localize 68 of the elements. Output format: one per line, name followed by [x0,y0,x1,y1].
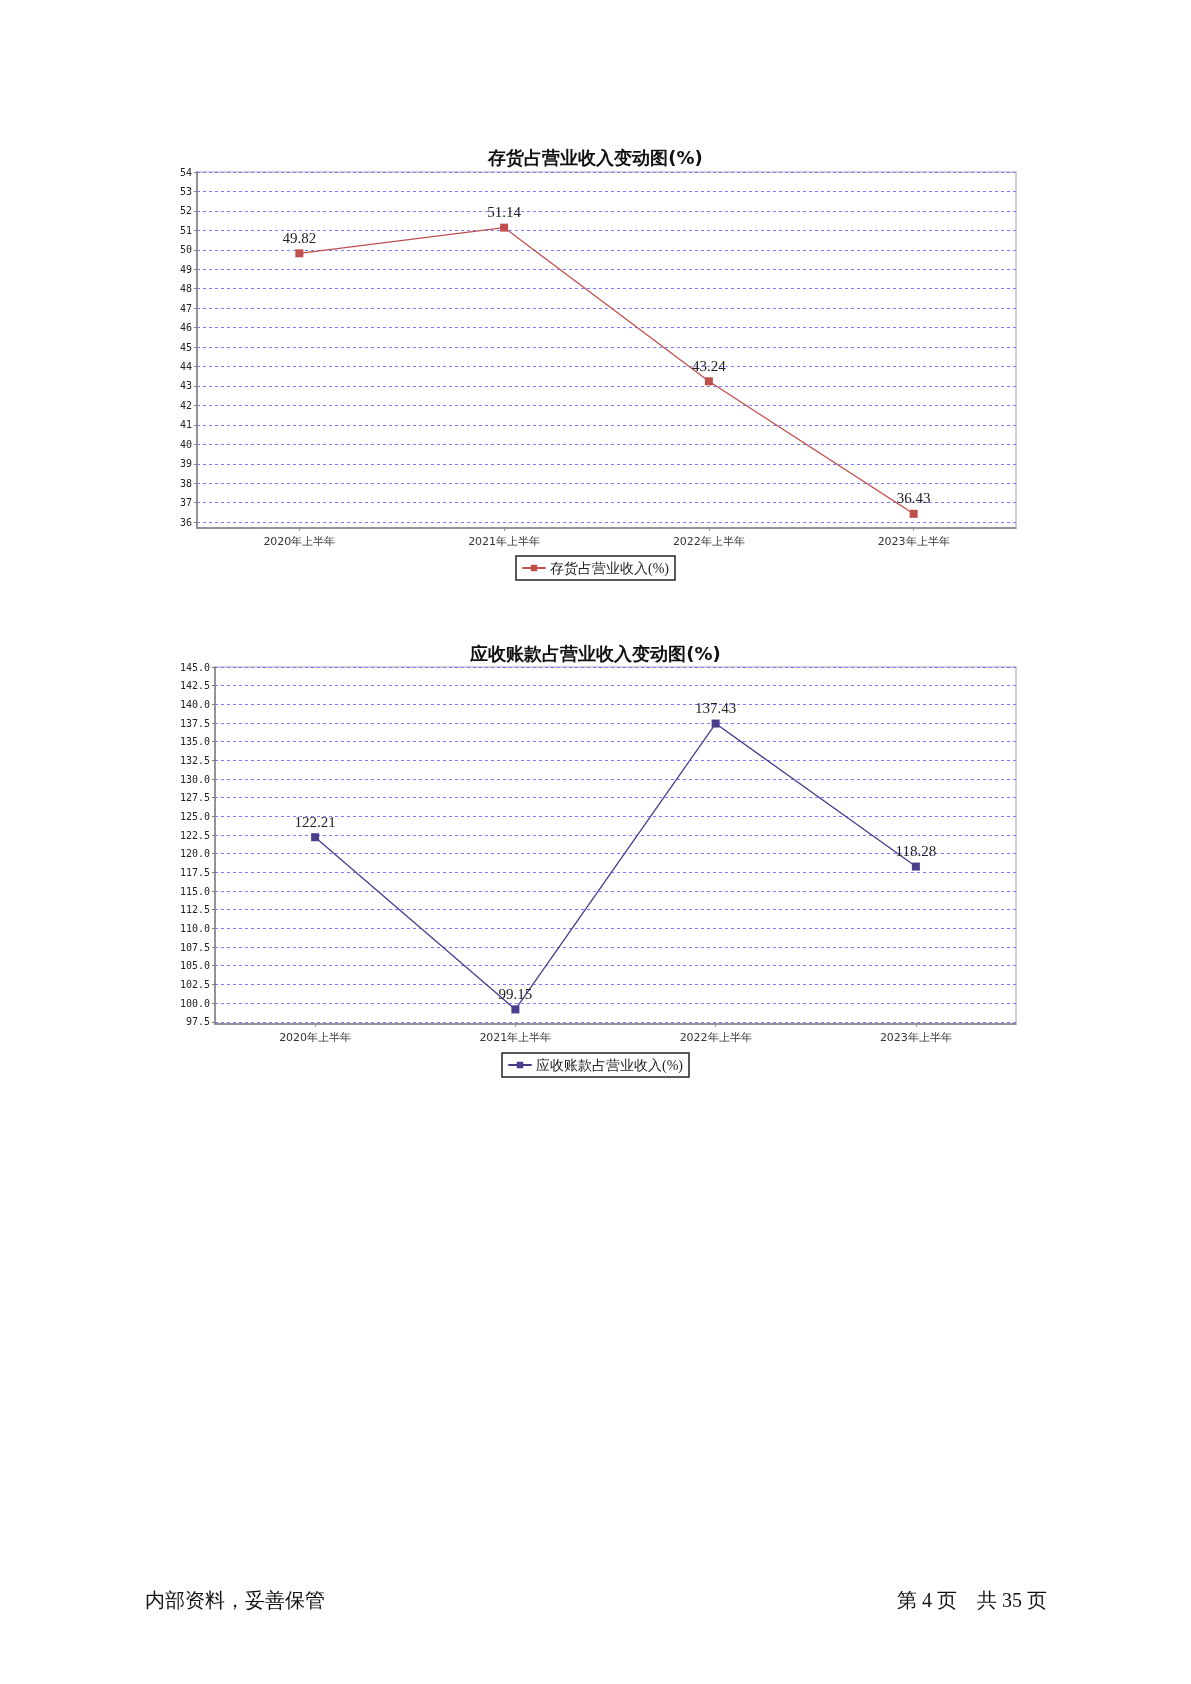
y-tick-label: 47 [179,302,192,314]
y-tick-label: 125.0 [179,810,210,822]
point [511,1005,520,1014]
point [711,719,720,728]
y-tick-label: 44 [179,361,192,373]
point [911,862,920,871]
y-tick-label: 51 [179,224,192,236]
y-tick-label: 135.0 [179,736,210,748]
y-tick-label: 105.0 [179,960,210,972]
y-tick-label: 53 [179,185,192,197]
y-tick-label: 130.0 [179,773,210,785]
y-tick-label: 49 [179,263,192,275]
y-tick-label: 137.5 [179,717,210,729]
data-label: 137.43 [695,700,737,717]
y-tick-label: 142.5 [179,680,210,692]
legend-label: 存货占营业收入(%) [550,560,670,577]
point [295,249,304,258]
text: 第 4 页 共 35 页 [897,1588,1047,1613]
point [909,509,918,518]
y-tick-label: 36 [179,516,192,528]
y-tick-label: 46 [179,322,192,334]
y-tick-label: 120.0 [179,848,210,860]
data-label: 122.21 [294,813,336,830]
point [704,377,713,386]
y-tick-label: 112.5 [179,904,210,916]
data-label: 51.14 [487,204,522,221]
x-tick-label: 2023年上半年 [877,535,950,548]
y-tick-label: 107.5 [179,941,210,953]
y-tick-label: 140.0 [179,698,210,710]
legend-label: 应收账款占营业收入(%) [536,1057,684,1074]
y-tick-label: 100.0 [179,997,210,1009]
y-tick-label: 132.5 [179,754,210,766]
x-tick-label: 2020年上半年 [279,1031,352,1044]
chart-title: 存货占营业收入变动图(%) [487,146,703,168]
y-tick-label: 52 [179,205,192,217]
point [311,833,320,842]
y-tick-label: 37 [179,497,192,509]
y-tick-label: 54 [179,166,192,178]
y-tick-label: 45 [179,341,192,353]
y-tick-label: 48 [179,283,192,295]
y-tick-label: 145.0 [179,661,210,673]
y-tick-label: 117.5 [179,866,210,878]
y-tick-label: 110.0 [179,922,210,934]
point [500,223,509,232]
y-tick-label: 40 [179,438,192,450]
data-label: 49.82 [282,229,317,246]
y-tick-label: 43 [179,380,192,392]
x-tick-label: 2020年上半年 [263,535,336,548]
y-tick-label: 97.5 [185,1016,210,1028]
y-tick-label: 102.5 [179,978,210,990]
chart-title: 应收账款占营业收入变动图(%) [469,642,721,664]
data-label: 118.28 [895,843,937,860]
y-tick-label: 122.5 [179,829,210,841]
text: 内部资料，妥善保管 [145,1588,325,1613]
x-tick-label: 2023年上半年 [879,1031,952,1044]
y-tick-label: 38 [179,477,192,489]
x-tick-label: 2022年上半年 [672,535,745,548]
y-tick-label: 42 [179,399,192,411]
y-tick-label: 39 [179,458,192,470]
y-tick-label: 41 [179,419,192,431]
y-tick-label: 115.0 [179,885,210,897]
y-tick-label: 50 [179,244,192,256]
data-label: 36.43 [896,490,931,507]
x-tick-label: 2021年上半年 [468,535,541,548]
data-label: 43.24 [692,357,727,374]
y-tick-label: 127.5 [179,792,210,804]
x-tick-label: 2022年上半年 [679,1031,752,1044]
x-tick-label: 2021年上半年 [479,1031,552,1044]
